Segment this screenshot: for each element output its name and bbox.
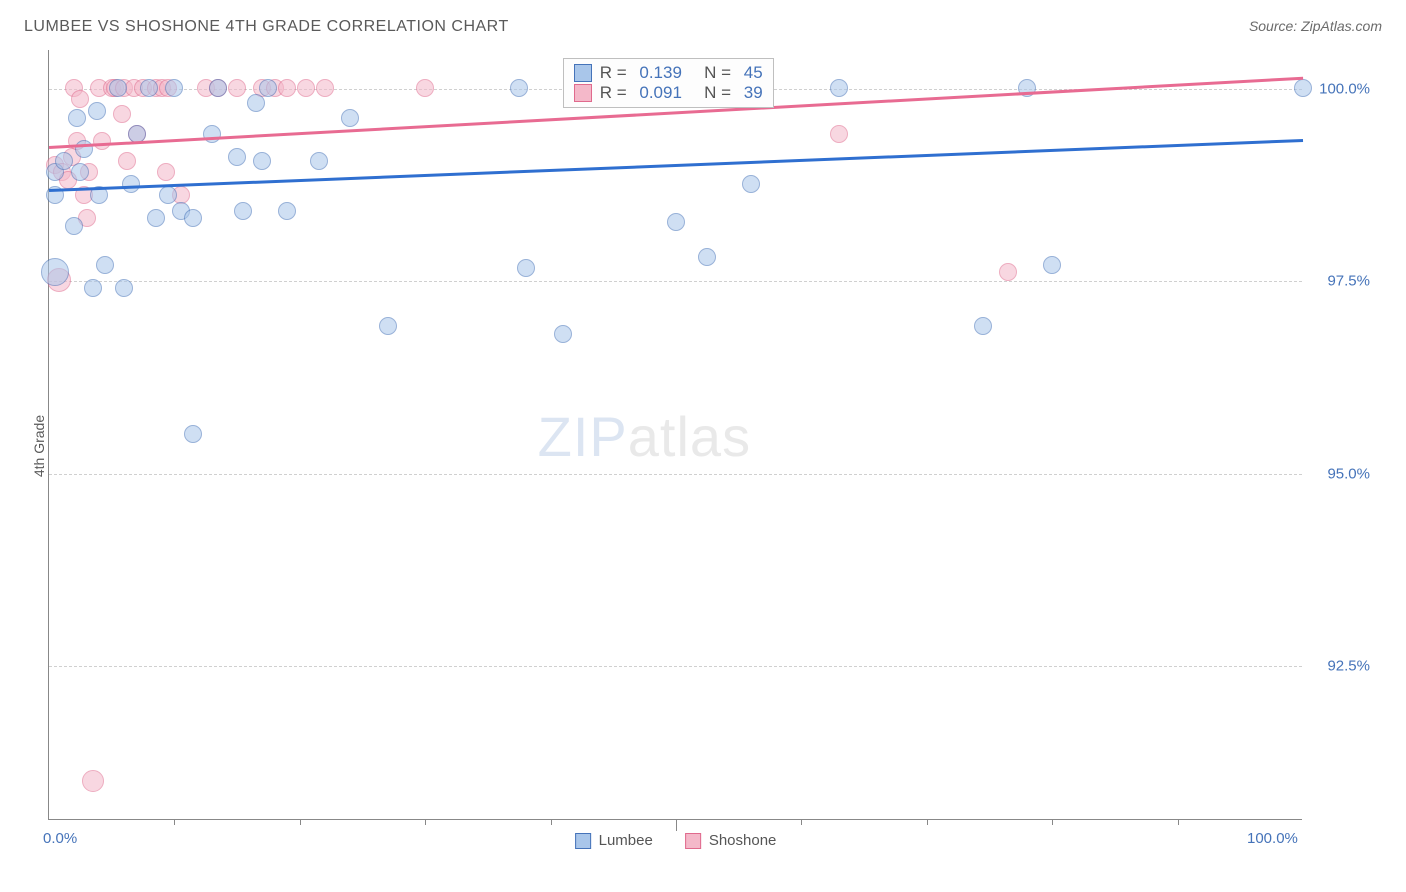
stat-n-label: N = (690, 63, 736, 83)
ytick-label: 95.0% (1327, 465, 1370, 482)
legend-stats: R = 0.139 N = 45R = 0.091 N = 39 (563, 58, 774, 108)
stat-n-value: 39 (744, 83, 763, 103)
source-label: Source: ZipAtlas.com (1249, 18, 1382, 34)
data-point (316, 79, 334, 97)
legend-stats-row: R = 0.091 N = 39 (574, 83, 763, 103)
watermark-thin: atlas (628, 405, 751, 468)
legend-item: Lumbee (575, 832, 653, 849)
gridline (49, 474, 1302, 475)
gridline (49, 281, 1302, 282)
data-point (184, 209, 202, 227)
data-point (698, 248, 716, 266)
data-point (247, 94, 265, 112)
ytick-label: 100.0% (1319, 80, 1370, 97)
data-point (974, 317, 992, 335)
stat-n-value: 45 (744, 63, 763, 83)
data-point (416, 79, 434, 97)
ytick-label: 97.5% (1327, 273, 1370, 290)
data-point (122, 175, 140, 193)
xtick (927, 819, 928, 825)
data-point (341, 109, 359, 127)
stat-r-label: R = (600, 83, 632, 103)
data-point (55, 152, 73, 170)
legend-bottom: Lumbee Shoshone (575, 832, 777, 849)
data-point (165, 79, 183, 97)
xtick (174, 819, 175, 825)
data-point (554, 325, 572, 343)
data-point (157, 163, 175, 181)
legend-label: Shoshone (709, 832, 777, 849)
stat-r-value: 0.091 (639, 83, 682, 103)
watermark: ZIPatlas (538, 404, 751, 469)
xtick-label: 100.0% (1247, 830, 1298, 847)
data-point (297, 79, 315, 97)
data-point (278, 202, 296, 220)
data-point (96, 256, 114, 274)
swatch-icon (574, 64, 592, 82)
watermark-bold: ZIP (538, 405, 628, 468)
data-point (159, 186, 177, 204)
xtick (551, 819, 552, 825)
xtick (425, 819, 426, 825)
data-point (999, 263, 1017, 281)
ytick-label: 92.5% (1327, 658, 1370, 675)
data-point (82, 770, 104, 792)
xtick (1052, 819, 1053, 825)
swatch-icon (574, 84, 592, 102)
data-point (228, 148, 246, 166)
data-point (379, 317, 397, 335)
data-point (209, 79, 227, 97)
data-point (667, 213, 685, 231)
data-point (510, 79, 528, 97)
data-point (253, 152, 271, 170)
chart-title: LUMBEE VS SHOSHONE 4TH GRADE CORRELATION… (24, 18, 509, 36)
data-point (41, 258, 69, 286)
data-point (278, 79, 296, 97)
data-point (259, 79, 277, 97)
legend-item: Shoshone (685, 832, 777, 849)
y-axis-label: 4th Grade (31, 415, 47, 477)
legend-stats-row: R = 0.139 N = 45 (574, 63, 763, 83)
xtick (801, 819, 802, 825)
data-point (65, 217, 83, 235)
xtick (300, 819, 301, 825)
xtick-label: 0.0% (43, 830, 77, 847)
data-point (228, 79, 246, 97)
data-point (68, 109, 86, 127)
data-point (71, 163, 89, 181)
legend-label: Lumbee (599, 832, 653, 849)
data-point (203, 125, 221, 143)
stat-n-label: N = (690, 83, 736, 103)
data-point (84, 279, 102, 297)
data-point (517, 259, 535, 277)
data-point (93, 132, 111, 150)
gridline (49, 666, 1302, 667)
data-point (310, 152, 328, 170)
data-point (742, 175, 760, 193)
data-point (71, 90, 89, 108)
data-point (115, 279, 133, 297)
data-point (830, 79, 848, 97)
data-point (234, 202, 252, 220)
data-point (147, 209, 165, 227)
data-point (109, 79, 127, 97)
xtick-mid (676, 819, 677, 831)
plot-area: ZIPatlas 92.5%95.0%97.5%100.0%0.0%100.0%… (48, 50, 1302, 820)
data-point (140, 79, 158, 97)
data-point (184, 425, 202, 443)
swatch-icon (685, 833, 701, 849)
data-point (1294, 79, 1312, 97)
data-point (88, 102, 106, 120)
xtick (1178, 819, 1179, 825)
data-point (830, 125, 848, 143)
swatch-icon (575, 833, 591, 849)
stat-r-label: R = (600, 63, 632, 83)
data-point (118, 152, 136, 170)
stat-r-value: 0.139 (639, 63, 682, 83)
data-point (113, 105, 131, 123)
data-point (1043, 256, 1061, 274)
